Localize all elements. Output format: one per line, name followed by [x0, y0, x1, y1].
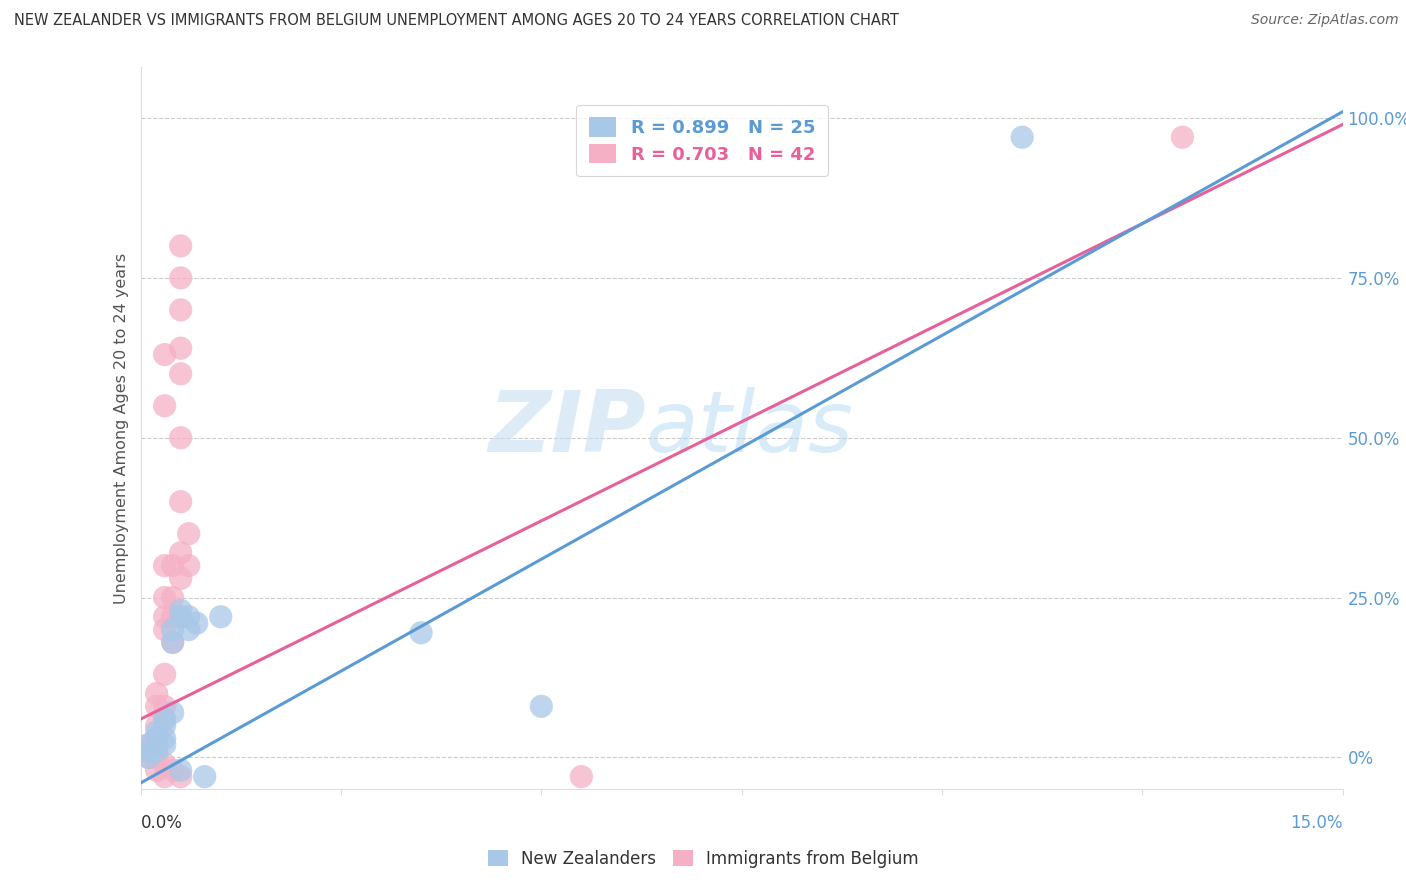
- Point: [162, 591, 184, 605]
- Point: [138, 744, 160, 758]
- Point: [145, 744, 167, 758]
- Y-axis label: Unemployment Among Ages 20 to 24 years: Unemployment Among Ages 20 to 24 years: [114, 252, 129, 604]
- Text: NEW ZEALANDER VS IMMIGRANTS FROM BELGIUM UNEMPLOYMENT AMONG AGES 20 TO 24 YEARS : NEW ZEALANDER VS IMMIGRANTS FROM BELGIUM…: [14, 13, 898, 29]
- Point: [145, 699, 167, 714]
- Point: [169, 494, 191, 508]
- Point: [177, 609, 200, 624]
- Point: [162, 623, 184, 637]
- Text: ZIP: ZIP: [488, 386, 645, 470]
- Point: [153, 667, 176, 681]
- Point: [145, 731, 167, 746]
- Point: [162, 763, 184, 777]
- Point: [194, 770, 217, 784]
- Point: [153, 558, 176, 573]
- Point: [169, 239, 191, 253]
- Point: [153, 699, 176, 714]
- Point: [153, 712, 176, 726]
- Point: [138, 738, 160, 752]
- Point: [177, 526, 200, 541]
- Point: [169, 271, 191, 285]
- Point: [530, 699, 553, 714]
- Point: [162, 558, 184, 573]
- Point: [169, 302, 191, 317]
- Point: [169, 609, 191, 624]
- Point: [169, 770, 191, 784]
- Point: [177, 623, 200, 637]
- Point: [138, 744, 160, 758]
- Point: [138, 750, 160, 764]
- Point: [571, 770, 593, 784]
- Point: [145, 763, 167, 777]
- Point: [169, 609, 191, 624]
- Point: [177, 558, 200, 573]
- Point: [145, 738, 167, 752]
- Point: [169, 763, 191, 777]
- Text: 15.0%: 15.0%: [1291, 814, 1343, 831]
- Point: [145, 718, 167, 732]
- Point: [209, 609, 232, 624]
- Point: [162, 609, 184, 624]
- Point: [145, 750, 167, 764]
- Point: [153, 731, 176, 746]
- Point: [153, 348, 176, 362]
- Legend: New Zealanders, Immigrants from Belgium: New Zealanders, Immigrants from Belgium: [481, 844, 925, 875]
- Text: atlas: atlas: [645, 386, 853, 470]
- Point: [1171, 130, 1194, 145]
- Point: [153, 623, 176, 637]
- Point: [153, 770, 176, 784]
- Point: [169, 431, 191, 445]
- Point: [169, 571, 191, 585]
- Point: [153, 591, 176, 605]
- Point: [145, 724, 167, 739]
- Point: [186, 616, 208, 631]
- Point: [145, 744, 167, 758]
- Point: [145, 686, 167, 700]
- Point: [145, 738, 167, 752]
- Text: Source: ZipAtlas.com: Source: ZipAtlas.com: [1251, 13, 1399, 28]
- Point: [411, 625, 433, 640]
- Point: [153, 399, 176, 413]
- Point: [162, 706, 184, 720]
- Legend: R = 0.899   N = 25, R = 0.703   N = 42: R = 0.899 N = 25, R = 0.703 N = 42: [576, 105, 828, 177]
- Point: [169, 341, 191, 355]
- Text: 0.0%: 0.0%: [141, 814, 183, 831]
- Point: [153, 712, 176, 726]
- Point: [153, 718, 176, 732]
- Point: [162, 635, 184, 649]
- Point: [162, 635, 184, 649]
- Point: [169, 367, 191, 381]
- Point: [153, 738, 176, 752]
- Point: [138, 750, 160, 764]
- Point: [169, 546, 191, 560]
- Point: [169, 603, 191, 617]
- Point: [138, 738, 160, 752]
- Point: [153, 756, 176, 771]
- Point: [1011, 130, 1033, 145]
- Point: [153, 609, 176, 624]
- Point: [145, 731, 167, 746]
